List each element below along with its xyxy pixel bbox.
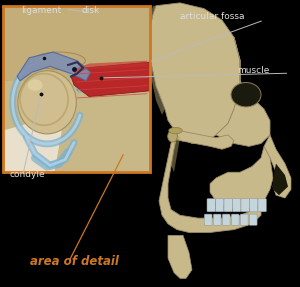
FancyBboxPatch shape bbox=[232, 199, 241, 212]
FancyBboxPatch shape bbox=[231, 214, 239, 225]
FancyBboxPatch shape bbox=[213, 214, 221, 225]
Bar bbox=[3, 6, 150, 172]
Polygon shape bbox=[17, 52, 91, 81]
Bar bbox=[3, 6, 150, 81]
Polygon shape bbox=[71, 62, 150, 96]
FancyBboxPatch shape bbox=[249, 214, 257, 225]
Polygon shape bbox=[210, 146, 273, 210]
Polygon shape bbox=[168, 235, 192, 278]
Ellipse shape bbox=[28, 79, 43, 91]
Text: ligament: ligament bbox=[21, 6, 61, 15]
Polygon shape bbox=[150, 3, 240, 144]
FancyBboxPatch shape bbox=[207, 199, 215, 212]
Polygon shape bbox=[74, 61, 147, 75]
FancyBboxPatch shape bbox=[204, 214, 212, 225]
Polygon shape bbox=[147, 6, 165, 115]
FancyBboxPatch shape bbox=[224, 199, 232, 212]
FancyBboxPatch shape bbox=[215, 199, 224, 212]
FancyBboxPatch shape bbox=[258, 199, 266, 212]
Text: articular fossa: articular fossa bbox=[180, 12, 244, 21]
Text: condyle: condyle bbox=[9, 170, 45, 179]
FancyBboxPatch shape bbox=[250, 199, 258, 212]
FancyBboxPatch shape bbox=[222, 214, 230, 225]
Ellipse shape bbox=[18, 71, 76, 134]
Polygon shape bbox=[171, 129, 234, 149]
Polygon shape bbox=[216, 37, 270, 146]
Ellipse shape bbox=[169, 127, 182, 134]
Polygon shape bbox=[273, 164, 288, 195]
Polygon shape bbox=[264, 135, 291, 198]
Polygon shape bbox=[3, 122, 62, 172]
Text: muscle: muscle bbox=[237, 66, 269, 75]
Bar bbox=[108, 121, 141, 152]
Ellipse shape bbox=[168, 131, 177, 142]
Ellipse shape bbox=[231, 83, 261, 107]
Bar bbox=[3, 6, 150, 172]
FancyBboxPatch shape bbox=[241, 199, 249, 212]
Polygon shape bbox=[159, 129, 261, 232]
FancyBboxPatch shape bbox=[240, 214, 248, 225]
Text: area of detail: area of detail bbox=[30, 255, 119, 268]
Ellipse shape bbox=[33, 52, 86, 69]
Text: disk: disk bbox=[81, 6, 99, 15]
Polygon shape bbox=[168, 129, 180, 172]
